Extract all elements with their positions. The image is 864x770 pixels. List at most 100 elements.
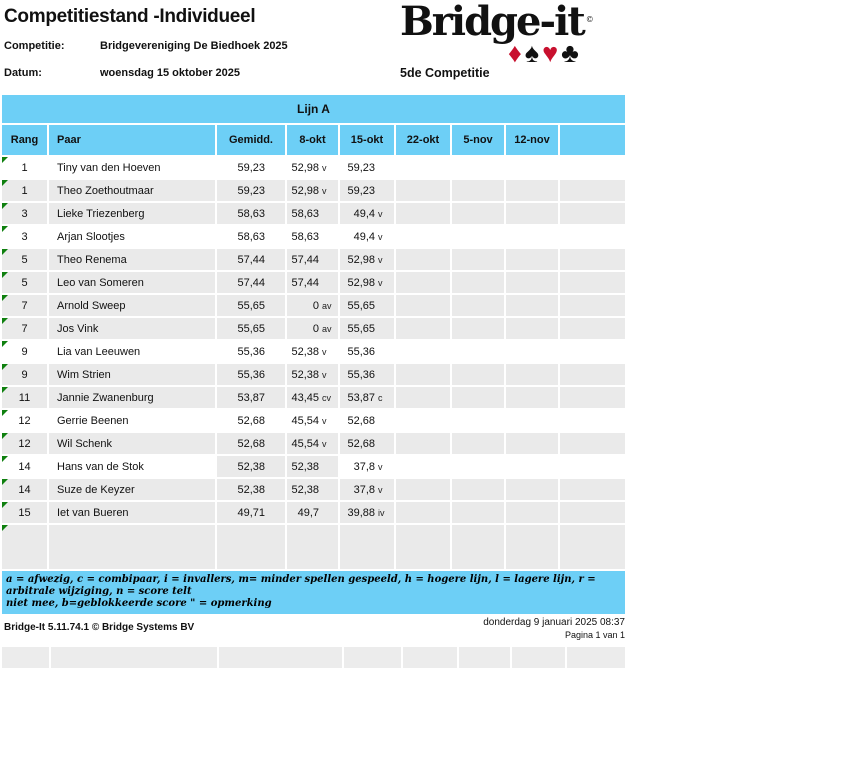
score-8okt-cell: 0 av: [287, 318, 338, 339]
extra-cell: [560, 226, 625, 247]
pair-name-cell: Gerrie Beenen: [49, 410, 215, 431]
score-8okt-cell: 52,38: [287, 479, 338, 500]
competition-label: Competitie:: [4, 40, 65, 52]
rank-cell: 7: [2, 318, 47, 339]
rank-cell: 5: [2, 272, 47, 293]
rank-cell: 5: [2, 249, 47, 270]
table-row: 5 Theo Renema 57,44 57,44 52,98 v: [2, 249, 625, 270]
club-icon: ♣: [561, 38, 582, 68]
score-5nov-cell: [452, 479, 504, 500]
score-code: av: [322, 323, 332, 334]
col-header-5nov: 5-nov: [452, 125, 504, 155]
table-row: 14 Suze de Keyzer 52,38 52,38 37,8 v: [2, 479, 625, 500]
table-row: 11 Jannie Zwanenburg 53,87 43,45 cv 53,87…: [2, 387, 625, 408]
score-5nov-cell: [452, 364, 504, 385]
score-12nov-cell: [506, 433, 558, 454]
score-code: iv: [378, 507, 385, 518]
score-5nov-cell: [452, 502, 504, 523]
col-header-12nov: 12-nov: [506, 125, 558, 155]
average-cell: 57,44: [217, 249, 285, 270]
competition-value: Bridgevereniging De Biedhoek 2025: [100, 40, 288, 52]
pair-name-cell: Arjan Slootjes: [49, 226, 215, 247]
rank-cell: 11: [2, 387, 47, 408]
score-code: v: [378, 461, 383, 472]
score-15okt-cell: 37,8 v: [340, 456, 394, 477]
average-cell: 59,23: [217, 157, 285, 178]
corner-marker-icon: [2, 180, 8, 186]
score-12nov-cell: [506, 502, 558, 523]
average-cell: 49,71: [217, 502, 285, 523]
score-5nov-cell: [452, 249, 504, 270]
score-code: v: [322, 162, 327, 173]
extra-cell: [560, 456, 625, 477]
extra-cell: [560, 203, 625, 224]
extra-cell: [560, 502, 625, 523]
score-22okt-cell: [396, 318, 450, 339]
line-header: Lijn A: [2, 95, 625, 123]
score-22okt-cell: [396, 433, 450, 454]
pair-name-cell: Hans van de Stok: [49, 456, 215, 477]
competition-number: 5de Competitie: [400, 66, 490, 80]
average-cell: 55,36: [217, 341, 285, 362]
score-12nov-cell: [506, 295, 558, 316]
score-15okt-cell: 55,36: [340, 341, 394, 362]
score-22okt-cell: [396, 456, 450, 477]
score-8okt-cell: 52,38 v: [287, 341, 338, 362]
rank-cell: 9: [2, 341, 47, 362]
score-5nov-cell: [452, 180, 504, 201]
score-8okt-cell: 57,44: [287, 272, 338, 293]
score-12nov-cell: [506, 479, 558, 500]
corner-marker-icon: [2, 525, 8, 531]
table-body: 1 Tiny van den Hoeven 59,23 52,98 v 59,23…: [2, 157, 625, 523]
registered-mark-icon: ©: [585, 15, 594, 24]
score-15okt-cell: 39,88 iv: [340, 502, 394, 523]
score-15okt-cell: 52,68: [340, 433, 394, 454]
score-code: v: [322, 438, 327, 449]
pair-name-cell: Wim Strien: [49, 364, 215, 385]
col-header-paar: Paar: [49, 125, 215, 155]
pair-name-cell: Lia van Leeuwen: [49, 341, 215, 362]
average-cell: 55,65: [217, 318, 285, 339]
print-timestamp: donderdag 9 januari 2025 08:37: [483, 617, 625, 628]
table-row: 12 Gerrie Beenen 52,68 45,54 v 52,68: [2, 410, 625, 431]
score-15okt-cell: 59,23: [340, 157, 394, 178]
score-5nov-cell: [452, 295, 504, 316]
score-code: v: [322, 346, 327, 357]
score-8okt-cell: 52,38: [287, 456, 338, 477]
extra-cell: [560, 249, 625, 270]
rank-cell: 14: [2, 479, 47, 500]
corner-marker-icon: [2, 433, 8, 439]
pair-name-cell: Theo Zoethoutmaar: [49, 180, 215, 201]
table-row: 1 Tiny van den Hoeven 59,23 52,98 v 59,23: [2, 157, 625, 178]
rank-cell: 3: [2, 203, 47, 224]
score-5nov-cell: [452, 226, 504, 247]
score-code: v: [322, 415, 327, 426]
score-8okt-cell: 58,63: [287, 203, 338, 224]
heart-icon: ♥: [542, 38, 562, 68]
score-15okt-cell: 52,68: [340, 410, 394, 431]
col-header-8okt: 8-okt: [287, 125, 338, 155]
date-value: woensdag 15 oktober 2025: [100, 67, 240, 79]
table-row: 9 Lia van Leeuwen 55,36 52,38 v 55,36: [2, 341, 625, 362]
corner-marker-icon: [2, 456, 8, 462]
score-12nov-cell: [506, 410, 558, 431]
logo-wordmark: Bridge-it ©: [400, 0, 594, 45]
score-12nov-cell: [506, 318, 558, 339]
score-8okt-cell: 0 av: [287, 295, 338, 316]
average-cell: 53,87: [217, 387, 285, 408]
legend-line-2: niet mee, b=geblokkeerde score " = opmer…: [6, 598, 272, 609]
competition-row: Competitie: Bridgevereniging De Biedhoek…: [4, 40, 288, 52]
table-row: 9 Wim Strien 55,36 52,38 v 55,36: [2, 364, 625, 385]
rank-cell: 14: [2, 456, 47, 477]
score-12nov-cell: [506, 387, 558, 408]
average-cell: 59,23: [217, 180, 285, 201]
average-cell: 55,65: [217, 295, 285, 316]
score-8okt-cell: 58,63: [287, 226, 338, 247]
average-cell: 52,68: [217, 410, 285, 431]
extra-cell: [560, 157, 625, 178]
pair-name-cell: Iet van Bueren: [49, 502, 215, 523]
score-12nov-cell: [506, 157, 558, 178]
standings-table: Lijn A Rang Paar Gemidd. 8-okt 15-okt 22…: [2, 95, 625, 614]
corner-marker-icon: [2, 272, 8, 278]
pair-name-cell: Arnold Sweep: [49, 295, 215, 316]
